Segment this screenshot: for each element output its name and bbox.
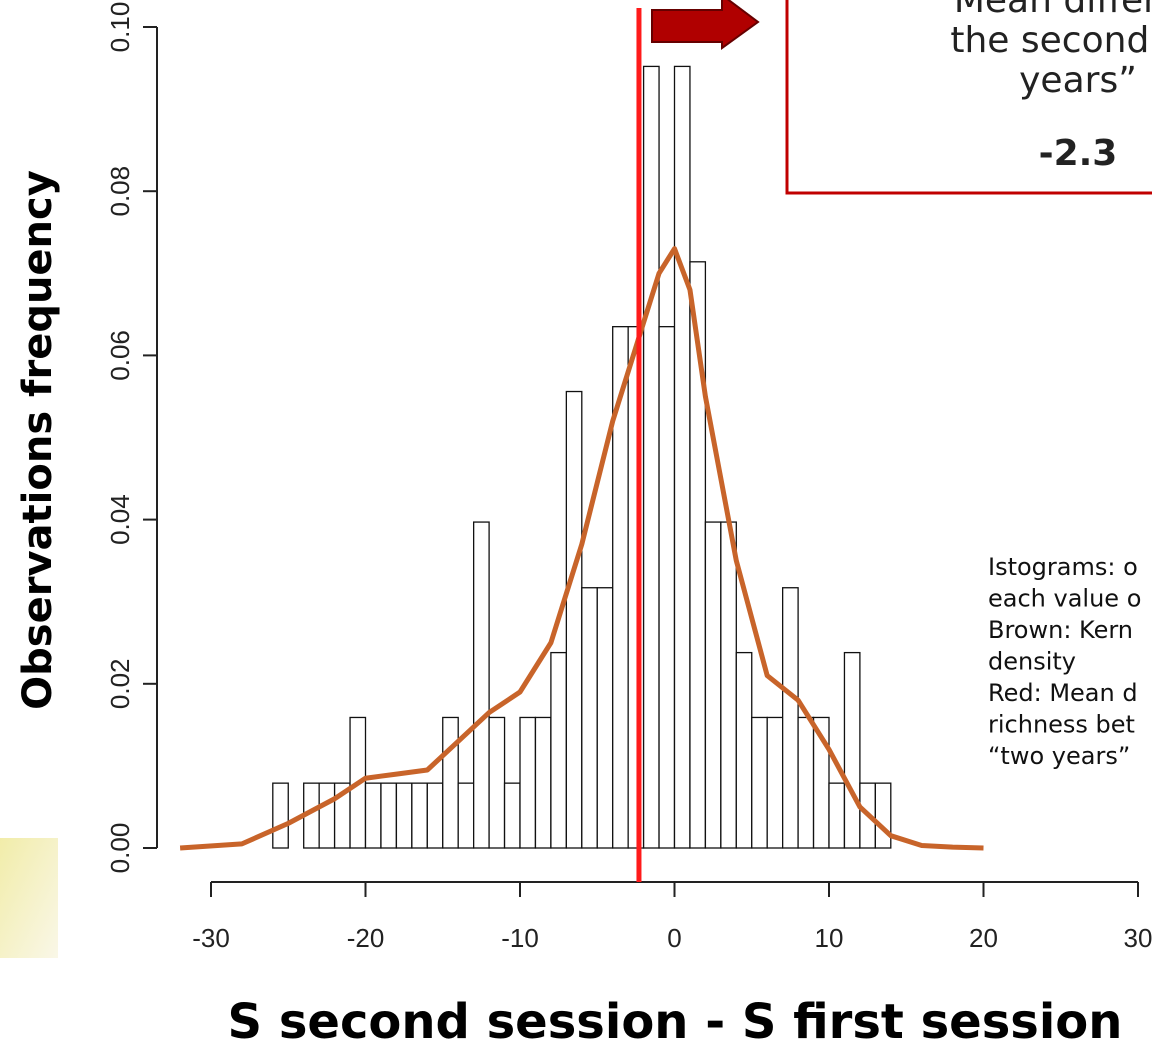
y-tick-label: 0.10 bbox=[105, 2, 135, 53]
bar bbox=[364, 782, 382, 849]
legend-note: density bbox=[988, 648, 1076, 676]
annotation-text: years” bbox=[1019, 60, 1137, 101]
annotation-text: the second an bbox=[950, 20, 1152, 61]
y-tick-label: 0.06 bbox=[105, 330, 135, 381]
bar bbox=[503, 782, 521, 849]
bar bbox=[735, 651, 753, 849]
y-tick-label: 0.04 bbox=[105, 494, 135, 545]
bar bbox=[642, 65, 660, 849]
x-tick-label: -30 bbox=[192, 923, 230, 953]
bar bbox=[488, 716, 506, 849]
bar bbox=[442, 716, 459, 849]
x-tick-label: 20 bbox=[969, 923, 998, 953]
bar bbox=[704, 521, 722, 849]
bar bbox=[272, 782, 289, 849]
x-axis-label: S second session - S first session bbox=[228, 994, 1123, 1050]
bar bbox=[782, 587, 799, 849]
bar bbox=[766, 716, 784, 849]
legend-note: “two years” bbox=[988, 742, 1130, 770]
bar bbox=[550, 651, 568, 849]
bar bbox=[565, 390, 583, 849]
y-tick-label: 0.08 bbox=[105, 166, 135, 217]
bar bbox=[395, 782, 413, 849]
bar bbox=[426, 782, 444, 849]
x-tick-label: 10 bbox=[815, 923, 844, 953]
legend-note: Brown: Kern bbox=[988, 616, 1133, 644]
density-curve bbox=[179, 246, 984, 851]
bar bbox=[658, 326, 676, 849]
legend-note: Istograms: o bbox=[988, 553, 1138, 581]
bar bbox=[457, 782, 475, 849]
bar bbox=[318, 782, 336, 849]
bar bbox=[596, 587, 614, 849]
x-tick-label: 0 bbox=[667, 923, 681, 953]
bar bbox=[797, 716, 815, 849]
x-tick-label: -20 bbox=[347, 923, 385, 953]
bar bbox=[720, 521, 737, 849]
legend-note: each value o bbox=[988, 585, 1141, 613]
annotation-text: Mean differen bbox=[954, 0, 1152, 21]
y-tick-label: 0.02 bbox=[105, 658, 135, 709]
bar bbox=[472, 521, 490, 849]
legend-note: richness bet bbox=[988, 711, 1135, 739]
bar bbox=[612, 326, 629, 849]
bar bbox=[828, 782, 846, 849]
annotation-value: -2.3 bbox=[1039, 133, 1118, 174]
bar bbox=[519, 716, 537, 849]
x-tick-label: 30 bbox=[1124, 923, 1152, 953]
x-tick-label: -10 bbox=[501, 923, 539, 953]
legend-note: Red: Mean d bbox=[988, 679, 1138, 707]
bar bbox=[874, 782, 892, 849]
annotation-box bbox=[785, 0, 1152, 195]
y-axis-label: Observations frequency bbox=[15, 170, 61, 710]
bar bbox=[673, 65, 691, 849]
y-tick-label: 0.00 bbox=[105, 823, 135, 874]
bar bbox=[411, 782, 428, 849]
bar bbox=[380, 782, 398, 849]
bar bbox=[581, 587, 598, 849]
bar bbox=[534, 716, 552, 849]
flower-image bbox=[0, 838, 58, 958]
bar bbox=[843, 651, 861, 849]
arrow bbox=[651, 0, 760, 50]
bar bbox=[751, 716, 768, 849]
